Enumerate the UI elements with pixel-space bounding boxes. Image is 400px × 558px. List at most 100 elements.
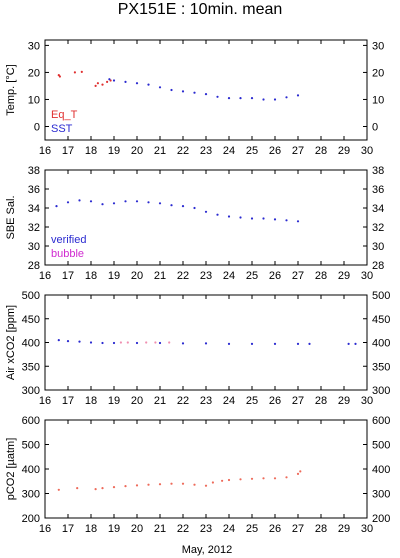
data-point bbox=[135, 341, 139, 345]
data-point bbox=[193, 483, 196, 486]
y-tick-label-right: 10 bbox=[372, 94, 384, 106]
x-tick-label: 16 bbox=[39, 395, 51, 407]
y-tick-label: 28 bbox=[28, 260, 40, 272]
x-tick-label: 28 bbox=[315, 145, 327, 157]
data-point bbox=[285, 96, 288, 99]
x-tick-label: 24 bbox=[223, 270, 235, 282]
legend-entry: SST bbox=[51, 123, 73, 135]
y-tick-label: 400 bbox=[22, 338, 40, 350]
y-tick-label: 300 bbox=[22, 385, 40, 397]
legend-entry: Eq_T bbox=[51, 109, 78, 121]
data-point bbox=[94, 84, 97, 87]
data-point bbox=[66, 340, 70, 343]
data-point bbox=[354, 342, 357, 345]
x-tick-label: 20 bbox=[131, 395, 143, 407]
data-point bbox=[158, 341, 162, 345]
data-point bbox=[147, 83, 150, 86]
y-tick-label-right: 500 bbox=[372, 290, 390, 302]
data-point bbox=[158, 483, 162, 486]
x-tick-label: 18 bbox=[85, 395, 97, 407]
x-tick-label: 30 bbox=[361, 523, 373, 535]
data-point bbox=[78, 199, 81, 202]
x-tick-label: 26 bbox=[269, 270, 281, 282]
y-tick-label-right: 350 bbox=[372, 361, 390, 373]
x-tick-label: 26 bbox=[269, 523, 281, 535]
x-tick-label: 27 bbox=[292, 395, 304, 407]
y-tick-label: 36 bbox=[28, 184, 40, 196]
y-tick-label: 30 bbox=[28, 40, 40, 52]
x-tick-label: 27 bbox=[292, 523, 304, 535]
y-tick-label: 0 bbox=[34, 121, 40, 133]
x-tick-label: 19 bbox=[108, 145, 120, 157]
x-tick-label: 29 bbox=[338, 270, 350, 282]
data-point bbox=[66, 201, 70, 204]
x-tick-label: 23 bbox=[200, 395, 212, 407]
data-point bbox=[299, 470, 302, 473]
data-point bbox=[211, 481, 214, 484]
data-point bbox=[76, 487, 79, 490]
data-point bbox=[181, 342, 185, 345]
data-point bbox=[273, 98, 277, 101]
data-point bbox=[250, 97, 254, 100]
panel-1: 16 17 18 19 20 21 22 23 24 25 26 27 28 29 30 0 0 10 10 20 20… bbox=[5, 39, 384, 157]
plot-frame bbox=[44, 169, 368, 266]
data-point bbox=[204, 93, 208, 96]
data-point bbox=[262, 477, 265, 480]
data-point bbox=[154, 341, 157, 344]
data-point bbox=[101, 487, 104, 490]
x-tick-label: 17 bbox=[62, 145, 74, 157]
data-point bbox=[80, 70, 83, 73]
y-axis-label: Temp. [°C] bbox=[5, 64, 17, 115]
x-tick-label: 20 bbox=[131, 145, 143, 157]
data-point bbox=[124, 200, 127, 203]
x-tick-label: 16 bbox=[39, 145, 51, 157]
data-point bbox=[296, 94, 300, 97]
x-tick-label: 17 bbox=[62, 270, 74, 282]
data-point bbox=[55, 205, 58, 208]
y-tick-label-right: 36 bbox=[372, 184, 384, 196]
data-point bbox=[227, 342, 231, 345]
x-tick-label: 20 bbox=[131, 523, 143, 535]
x-tick-label: 20 bbox=[131, 270, 143, 282]
data-point bbox=[112, 202, 116, 205]
data-point bbox=[204, 210, 208, 213]
data-point bbox=[227, 478, 231, 482]
y-tick-label-right: 30 bbox=[372, 40, 384, 52]
data-point bbox=[112, 486, 116, 489]
y-axis-label: pCO2 [µatm] bbox=[5, 438, 17, 501]
x-tick-label: 21 bbox=[154, 395, 166, 407]
data-point bbox=[250, 342, 254, 345]
x-tick-label: 25 bbox=[246, 270, 258, 282]
data-point bbox=[216, 213, 219, 216]
x-tick-label: 16 bbox=[39, 523, 51, 535]
x-tick-label: 17 bbox=[62, 523, 74, 535]
data-point bbox=[273, 342, 277, 345]
y-tick-label: 500 bbox=[22, 290, 40, 302]
y-tick-label: 30 bbox=[28, 241, 40, 253]
y-tick-label-right: 400 bbox=[372, 338, 390, 350]
x-tick-label: 17 bbox=[62, 395, 74, 407]
x-tick-label: 26 bbox=[269, 145, 281, 157]
data-point bbox=[250, 217, 254, 220]
x-tick-label: 30 bbox=[361, 395, 373, 407]
data-point bbox=[124, 80, 127, 83]
x-tick-label: 18 bbox=[85, 523, 97, 535]
data-point bbox=[106, 80, 109, 83]
y-axis-label: Air xCO2 [ppm] bbox=[5, 305, 17, 380]
data-point bbox=[147, 201, 150, 204]
x-tick-label: 30 bbox=[361, 270, 373, 282]
x-tick-label: 19 bbox=[108, 270, 120, 282]
data-point bbox=[58, 75, 62, 78]
data-point bbox=[147, 483, 150, 486]
data-point bbox=[145, 341, 148, 344]
data-point bbox=[73, 71, 76, 74]
data-point bbox=[158, 86, 162, 89]
data-point bbox=[227, 215, 231, 218]
y-tick-label: 34 bbox=[28, 203, 40, 215]
data-point bbox=[57, 488, 60, 491]
data-point bbox=[170, 204, 173, 207]
data-point bbox=[308, 342, 311, 345]
y-tick-label: 350 bbox=[22, 361, 40, 373]
